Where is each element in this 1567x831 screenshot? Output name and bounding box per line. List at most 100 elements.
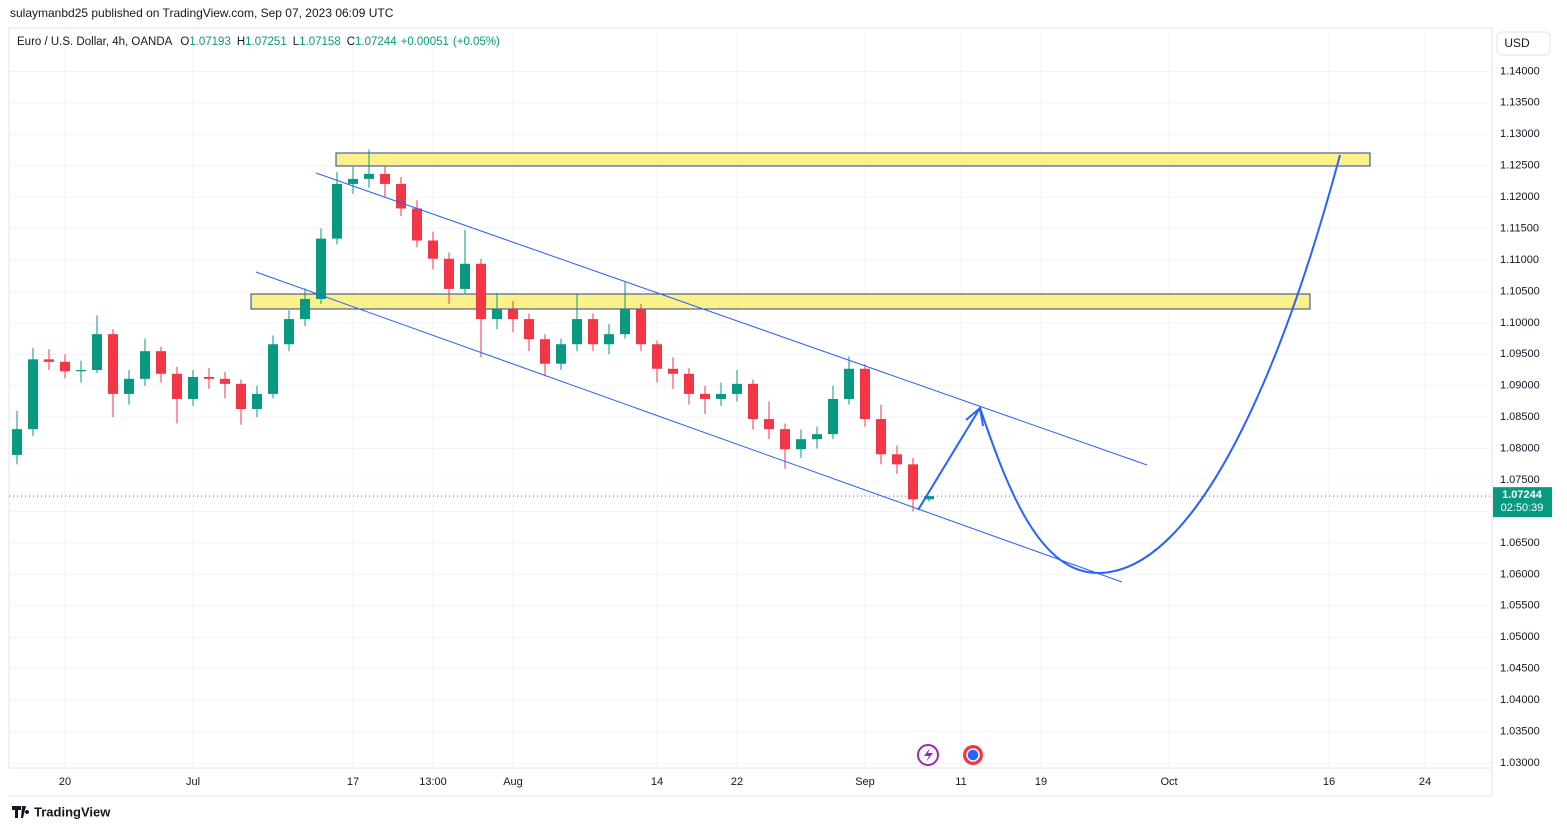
candle-body <box>412 208 422 241</box>
y-tick-label: 1.11500 <box>1500 222 1539 234</box>
x-tick-label: 16 <box>1323 776 1335 788</box>
y-tick-label: 1.08000 <box>1500 443 1540 455</box>
candle-body <box>492 309 502 320</box>
ohlc-value: 1.07251 <box>245 36 287 48</box>
y-tick-label: 1.04500 <box>1500 663 1540 675</box>
x-tick-label: Jul <box>186 776 200 788</box>
candle-body <box>892 454 902 465</box>
candle-body <box>188 376 198 399</box>
candle-body <box>380 173 390 184</box>
candle-body <box>540 339 550 364</box>
candle-body <box>668 368 678 374</box>
y-tick-label: 1.12000 <box>1500 191 1540 203</box>
ohlc-label: C <box>347 36 355 48</box>
y-tick-label: 1.12500 <box>1500 160 1540 172</box>
x-tick-label: 20 <box>59 776 71 788</box>
candle-body <box>636 309 646 345</box>
candle-body <box>348 178 358 184</box>
publisher: sulaymanbd25 published on TradingView.co… <box>10 6 394 20</box>
candle-body <box>876 419 886 455</box>
x-tick-label: 22 <box>731 776 743 788</box>
y-tick-label: 1.05000 <box>1500 631 1540 643</box>
candle-body <box>300 298 310 320</box>
x-tick-label: 14 <box>651 776 663 788</box>
y-tick-label: 1.09000 <box>1500 380 1540 392</box>
event-bolt <box>924 748 933 762</box>
candle-body <box>652 344 662 369</box>
change: +0.00051 <box>401 36 449 48</box>
price-tag <box>1493 487 1552 518</box>
y-tick-label: 1.10000 <box>1500 317 1540 329</box>
y-tick-label: 1.04000 <box>1500 694 1540 706</box>
candle-body <box>460 263 470 289</box>
y-tick-label: 1.05500 <box>1500 600 1540 612</box>
time-axis: 20 Jul 17 13:00 Aug 14 22 Sep 11 19 Oct 16 24 <box>59 776 1431 788</box>
candle-body <box>748 383 758 420</box>
y-tick-label: 1.10500 <box>1500 285 1540 297</box>
candle-body <box>268 344 278 394</box>
candle-body <box>684 373 694 394</box>
candle-body <box>332 183 342 239</box>
candle-body <box>700 393 710 399</box>
candle-body <box>108 334 118 394</box>
y-tick-label: 1.03000 <box>1500 757 1540 769</box>
currency: USD <box>1504 36 1530 50</box>
econ-icon-inner <box>966 748 980 762</box>
y-tick-label: 1.13000 <box>1500 128 1540 140</box>
candle-body <box>140 351 150 379</box>
candle-body <box>828 398 838 435</box>
candle-body <box>60 361 70 372</box>
candle-body <box>76 370 86 372</box>
candle-body <box>156 351 166 374</box>
logo <box>12 806 30 818</box>
x-tick-label: 24 <box>1419 776 1431 788</box>
candle-body <box>908 464 918 500</box>
resistance-zone[interactable] <box>335 152 1371 167</box>
candle-body <box>284 319 294 345</box>
candle-body <box>588 319 598 345</box>
channel-lower[interactable] <box>255 271 1123 583</box>
candle-body <box>428 240 438 259</box>
candle-body <box>796 439 806 450</box>
x-tick-label: 13:00 <box>419 776 447 788</box>
ohlc-label: L <box>293 36 300 48</box>
change-pct: (+0.05%) <box>453 36 500 48</box>
candle-body <box>508 309 518 320</box>
price-axis: 1.03000 1.03500 1.04000 1.04500 1.05000 1.055… <box>1500 65 1540 769</box>
y-tick-label: 1.07500 <box>1500 474 1540 486</box>
projection-path[interactable] <box>917 154 1341 575</box>
candle-body <box>124 378 134 394</box>
support-zone[interactable] <box>250 293 1311 310</box>
symbol-header: Euro / U.S. Dollar, 4h, OANDA O1.07193 H1.… <box>17 36 500 48</box>
ohlc-value: 1.07193 <box>189 36 231 48</box>
candle-body <box>396 183 406 209</box>
candle-body <box>844 368 854 399</box>
ohlc-value: 1.07244 <box>355 36 397 48</box>
arrow-head <box>965 406 984 427</box>
candle-body <box>44 359 54 362</box>
candle-body <box>476 263 486 320</box>
channel-upper[interactable] <box>315 172 1148 466</box>
y-tick-label: 1.06000 <box>1500 568 1540 580</box>
candle-body <box>860 368 870 420</box>
ohlc-label: H <box>237 36 245 48</box>
y-tick-label: 1.06500 <box>1500 537 1540 549</box>
candle-body <box>316 238 326 299</box>
candle-body <box>204 376 214 379</box>
candle-body <box>812 434 822 440</box>
x-tick-label: Aug <box>503 776 523 788</box>
y-tick-label: 1.08500 <box>1500 411 1540 423</box>
candle-body <box>556 344 566 364</box>
candle-body <box>12 429 22 455</box>
x-tick-label: Sep <box>855 776 875 788</box>
x-tick-label: 19 <box>1035 776 1047 788</box>
y-tick-label: 1.09500 <box>1500 348 1540 360</box>
candle-body <box>764 419 774 430</box>
candle-body <box>172 373 182 399</box>
ohlc-label: O <box>180 36 189 48</box>
currency-button[interactable] <box>1496 31 1551 56</box>
candle-body <box>220 378 230 384</box>
candle-body <box>732 383 742 394</box>
